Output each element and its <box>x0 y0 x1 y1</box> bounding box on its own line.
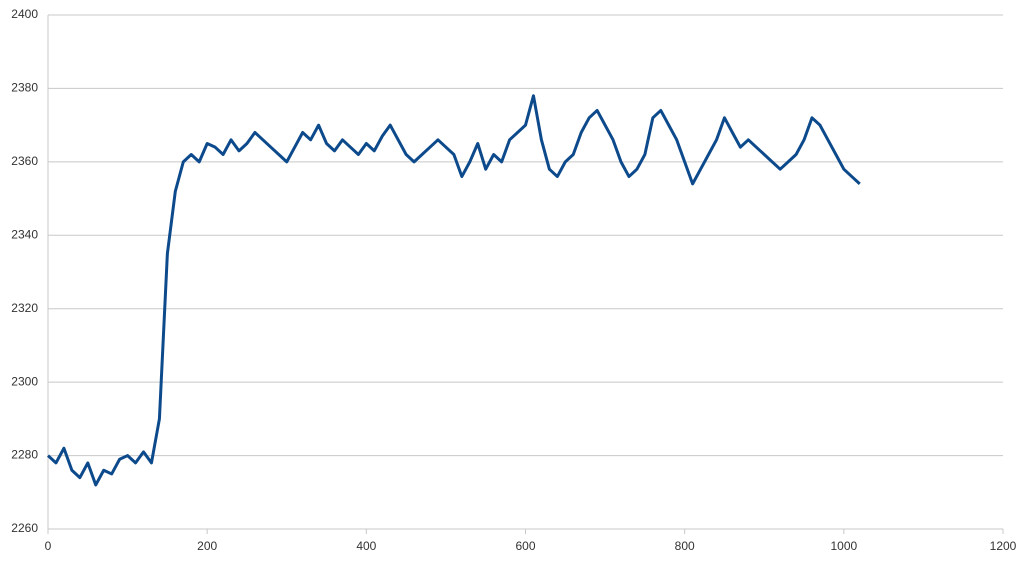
data-line <box>46 94 861 487</box>
x-tick-label: 0 <box>45 539 52 553</box>
y-tick-label: 2280 <box>11 448 38 462</box>
y-tick-label: 2380 <box>11 81 38 95</box>
y-tick-label: 2340 <box>11 227 38 241</box>
y-tick-label: 2360 <box>11 154 38 168</box>
y-tick-label: 2260 <box>11 521 38 535</box>
y-tick-label: 2300 <box>11 374 38 388</box>
x-tick-label: 400 <box>356 539 376 553</box>
x-tick-label: 1200 <box>990 539 1017 553</box>
y-tick-label: 2400 <box>11 7 38 21</box>
x-tick-label: 800 <box>675 539 695 553</box>
x-tick-label: 200 <box>197 539 217 553</box>
x-tick-label: 600 <box>515 539 535 553</box>
y-tick-label: 2320 <box>11 301 38 315</box>
x-tick-label: 1000 <box>830 539 857 553</box>
